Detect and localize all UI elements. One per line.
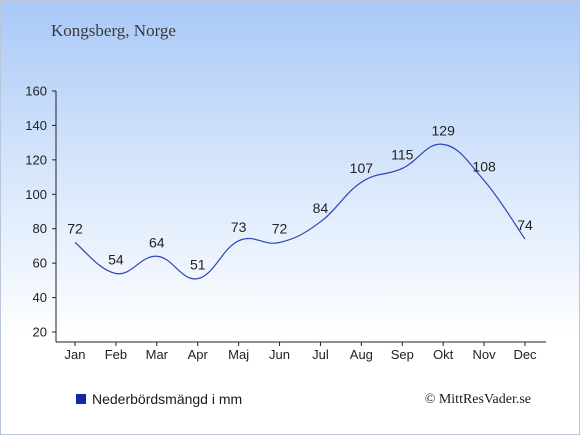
x-tick-label: Feb — [105, 347, 127, 362]
x-tick-label: Okt — [433, 347, 454, 362]
y-tick-label: 80 — [33, 221, 47, 236]
y-tick-label: 40 — [33, 290, 47, 305]
data-label: 74 — [517, 217, 533, 233]
precipitation-line — [74, 143, 526, 280]
y-tick-label: 60 — [33, 256, 47, 271]
legend-swatch-icon — [76, 394, 86, 404]
data-labels: 72 54 64 51 73 72 84 107 115 129 108 74 — [67, 122, 533, 272]
x-tick-label: Nov — [473, 347, 497, 362]
y-tick-label: 120 — [25, 152, 47, 167]
data-label: 72 — [67, 220, 83, 236]
data-label: 51 — [190, 257, 206, 273]
data-label: 108 — [472, 159, 496, 175]
x-tick-label: Sep — [391, 347, 414, 362]
y-tick-label: 100 — [25, 187, 47, 202]
data-label: 84 — [313, 200, 329, 216]
y-tick-label: 20 — [33, 325, 47, 340]
x-tick-label: Maj — [228, 347, 249, 362]
location-title: Kongsberg, Norge — [51, 21, 176, 40]
data-label: 129 — [432, 122, 456, 138]
y-tick-label: 140 — [25, 118, 47, 133]
data-label: 64 — [149, 234, 165, 250]
data-label: 115 — [391, 146, 414, 162]
copyright-notice: © MittResVader.se — [424, 392, 531, 407]
x-ticks: Jan Feb Mar Apr Maj Jun Jul Aug Sep Okt Nov Dec — [65, 342, 537, 362]
x-tick-label: Mar — [146, 347, 169, 362]
y-tick-label: 160 — [25, 84, 47, 99]
x-tick-label: Aug — [350, 347, 373, 362]
x-tick-label: Dec — [513, 347, 537, 362]
y-ticks: 20 40 60 80 100 120 140 160 — [25, 84, 56, 340]
data-label: 54 — [108, 251, 124, 267]
x-tick-label: Jul — [312, 347, 329, 362]
x-tick-label: Jan — [65, 347, 86, 362]
legend: Nederbördsmängd i mm — [76, 391, 242, 407]
legend-label: Nederbördsmängd i mm — [92, 391, 243, 407]
data-label: 73 — [231, 219, 247, 235]
x-tick-label: Apr — [188, 347, 209, 362]
data-label: 72 — [272, 220, 288, 236]
chart-axes — [55, 91, 546, 343]
x-tick-label: Jun — [269, 347, 290, 362]
data-label: 107 — [350, 160, 374, 176]
